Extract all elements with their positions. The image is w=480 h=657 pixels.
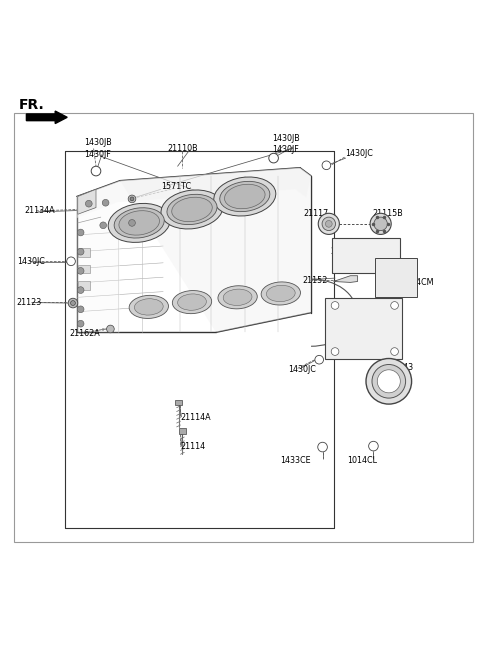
Ellipse shape [129,296,168,319]
Ellipse shape [114,208,164,238]
Ellipse shape [119,211,159,235]
Ellipse shape [377,370,400,393]
Circle shape [128,195,136,203]
Bar [179,428,186,434]
Circle shape [325,221,332,227]
Text: 1430JB
1430JF: 1430JB 1430JF [272,133,300,154]
Bar [78,281,90,290]
Bar [78,248,90,256]
Ellipse shape [214,177,276,216]
Circle shape [315,355,324,364]
Polygon shape [334,276,358,283]
Text: 1014CM: 1014CM [401,279,433,287]
Polygon shape [120,168,311,332]
Ellipse shape [178,294,206,310]
Ellipse shape [266,285,295,302]
Circle shape [68,298,78,308]
Ellipse shape [218,286,257,309]
Circle shape [318,442,327,452]
Text: 21162A: 21162A [70,328,100,338]
Text: FR.: FR. [19,99,45,112]
Text: 1430JC: 1430JC [288,365,316,374]
Circle shape [85,200,92,207]
Circle shape [322,217,336,231]
Circle shape [318,214,339,235]
Text: 1430JC: 1430JC [17,257,45,266]
Text: 21152: 21152 [302,276,328,285]
Text: 1014CL: 1014CL [348,456,377,465]
Text: 1433CE: 1433CE [280,456,311,465]
Circle shape [77,229,84,236]
Circle shape [331,302,339,309]
Circle shape [71,301,75,306]
Circle shape [102,199,109,206]
Text: 1430JB
1430JF: 1430JB 1430JF [84,139,112,158]
Circle shape [374,217,387,231]
Text: 1571TC: 1571TC [161,183,191,191]
Text: 21150A: 21150A [330,247,361,256]
Ellipse shape [167,194,217,225]
Circle shape [129,219,135,226]
Circle shape [130,197,134,201]
Ellipse shape [172,197,212,221]
Text: 21115B: 21115B [372,209,403,218]
Text: 21443: 21443 [389,363,414,373]
Circle shape [77,267,84,274]
Text: 21114: 21114 [180,442,205,451]
FancyBboxPatch shape [375,258,417,298]
Circle shape [331,348,339,355]
Ellipse shape [172,290,212,313]
Circle shape [77,306,84,313]
Ellipse shape [223,289,252,306]
Circle shape [77,321,84,327]
Circle shape [391,348,398,355]
Circle shape [322,161,331,170]
Text: 21440: 21440 [350,319,375,328]
Text: 21134A: 21134A [24,206,55,215]
Bar [78,265,90,273]
Polygon shape [77,168,311,218]
FancyBboxPatch shape [332,238,400,273]
Circle shape [107,325,114,333]
Ellipse shape [220,181,270,212]
Circle shape [77,248,84,255]
Text: 21114A: 21114A [180,413,211,422]
Polygon shape [77,181,120,332]
Circle shape [100,222,107,229]
Text: 21117: 21117 [303,209,329,218]
Circle shape [370,214,391,235]
Polygon shape [78,189,96,214]
Circle shape [77,286,84,294]
Ellipse shape [225,184,265,209]
Text: 21110B: 21110B [167,144,198,153]
Bar [14,112,473,542]
Circle shape [269,153,278,163]
FancyBboxPatch shape [325,298,402,359]
Ellipse shape [108,204,170,242]
Ellipse shape [161,190,223,229]
Polygon shape [26,111,67,124]
Circle shape [67,257,75,265]
Text: 1430JC: 1430JC [346,148,373,158]
Ellipse shape [261,282,300,305]
Text: 21123: 21123 [17,298,42,307]
Ellipse shape [372,365,406,398]
Circle shape [391,302,398,309]
Circle shape [369,442,378,451]
Ellipse shape [366,359,412,404]
Circle shape [91,166,101,176]
Ellipse shape [134,299,163,315]
Bar [175,399,182,405]
